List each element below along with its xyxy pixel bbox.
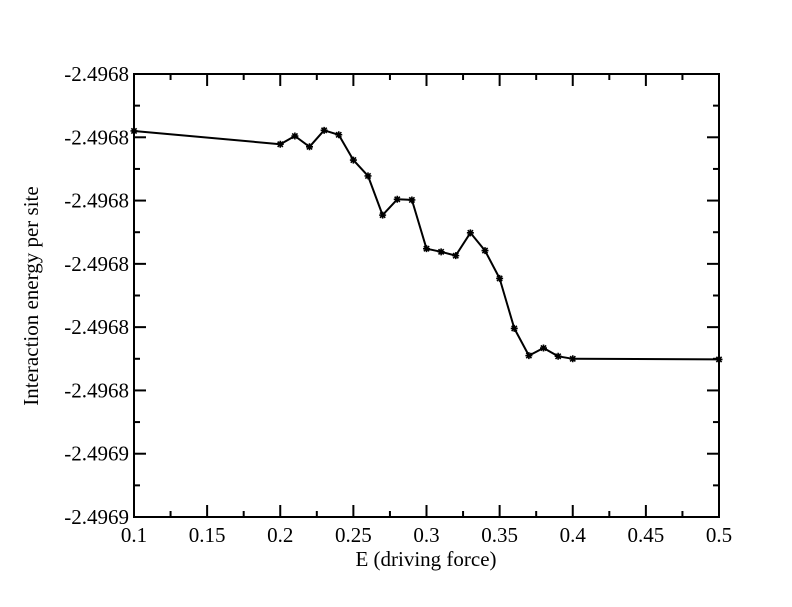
- y-tick-label: -2.4968: [64, 315, 129, 339]
- data-point-marker: [437, 248, 445, 256]
- y-tick-label: -2.4968: [64, 125, 129, 149]
- data-point-marker: [276, 140, 284, 148]
- y-tick-label: -2.4968: [64, 378, 129, 402]
- data-point-marker: [540, 344, 547, 352]
- data-point-marker: [291, 132, 299, 140]
- y-tick-label: -2.4968: [64, 252, 129, 276]
- x-tick-label: 0.35: [481, 523, 518, 547]
- data-point-marker: [452, 252, 460, 260]
- x-tick-label: 0.1: [121, 523, 147, 547]
- data-point-marker: [306, 143, 313, 151]
- data-point-marker: [335, 131, 343, 139]
- x-tick-label: 0.4: [560, 523, 587, 547]
- data-point-marker: [715, 355, 723, 363]
- plot-frame: [133, 73, 720, 518]
- x-tick-label: 0.3: [413, 523, 439, 547]
- series-line: [133, 129, 720, 361]
- x-axis-label: E (driving force): [355, 547, 496, 571]
- series-layer: [130, 126, 723, 363]
- x-tick-label: 0.15: [189, 523, 226, 547]
- data-point-marker: [130, 127, 138, 135]
- data-point-marker: [496, 274, 504, 282]
- axes: 0.1 0.15 0.2 0.25 0.3 0.35 0.4 0.45 0.5 -2.4968 -2…: [64, 62, 732, 547]
- data-point-marker: [481, 247, 489, 255]
- data-point-marker: [569, 355, 577, 363]
- y-axis-label: Interaction energy per site: [19, 186, 43, 405]
- data-point-marker: [554, 352, 562, 360]
- data-point-marker: [510, 324, 518, 332]
- data-point-marker: [349, 156, 357, 164]
- data-point-marker: [379, 211, 387, 219]
- data-point-marker: [423, 245, 430, 253]
- x-tick-label: 0.5: [706, 523, 732, 547]
- x-tick-label: 0.25: [335, 523, 372, 547]
- y-tick-label: -2.4968: [64, 189, 129, 213]
- x-tick-label: 0.45: [628, 523, 665, 547]
- x-tick-label: 0.2: [267, 523, 293, 547]
- y-tick-label: -2.4969: [64, 442, 129, 466]
- data-point-marker: [408, 196, 416, 204]
- data-point-marker: [466, 229, 474, 237]
- data-point-marker: [393, 195, 401, 203]
- data-point-marker: [364, 172, 372, 180]
- data-point-marker: [320, 126, 328, 134]
- data-point-marker: [525, 352, 533, 360]
- y-tick-label: -2.4969: [64, 505, 129, 529]
- y-tick-label: -2.4968: [64, 62, 129, 86]
